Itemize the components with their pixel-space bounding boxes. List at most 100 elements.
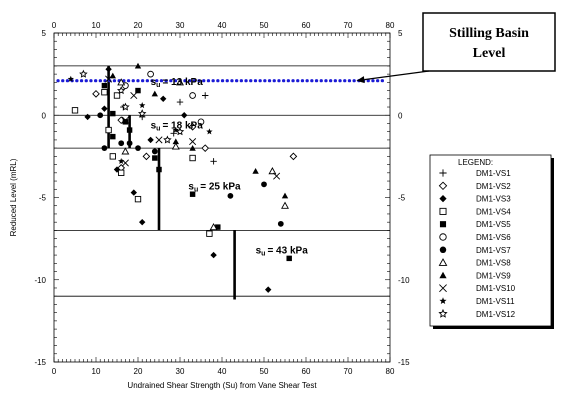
x-marker [121,116,129,124]
circle-filled-marker [261,181,267,188]
circle-open-marker [197,118,205,126]
x-tick-label-bottom: 30 [176,367,185,376]
circle-filled-marker [277,220,284,227]
diamond-filled-marker [105,65,112,73]
diamond-filled-marker [139,218,146,226]
square-open-marker [189,154,196,162]
x-marker [105,75,113,83]
circle-filled-marker [135,145,141,152]
strength-label: su = 25 kPa [188,181,241,193]
plot-frame [53,32,391,363]
legend-box [429,154,552,327]
legend-item-label: DM1-VS12 [476,310,516,319]
x-tick-label-bottom: 80 [386,367,395,376]
legend-items: DM1-VS1 DM1-VS2 DM1-VS3 DM1-VS4 DM1-VS5 DM1-V… [438,169,516,319]
legend-item: DM1-VS7 [439,246,511,255]
circle-filled-marker [97,112,104,119]
square-filled-marker [439,221,447,228]
legend-title: LEGEND: [458,158,493,167]
x-marker [130,91,138,100]
triangle-open-marker [117,78,126,86]
axis-ticks [53,32,391,363]
x-tick-label-bottom: 50 [260,367,269,376]
diamond-filled-marker [265,286,272,293]
y-tick-label-right: 5 [398,29,403,38]
square-open-marker [134,195,142,203]
square-open-marker [105,126,112,134]
star-marker [67,75,74,82]
x-tick-label-top: 10 [92,21,101,30]
tick-labels: 001010202030304040505060607070808050-5-1… [34,21,410,376]
diamond-filled-marker [181,112,188,119]
legend-item-label: DM1-VS9 [476,271,511,280]
circle-filled-marker [227,192,234,199]
star-open-marker [438,308,448,318]
legend-item-label: DM1-VS2 [476,182,511,191]
callout-arrowhead [356,76,365,84]
x-tick-label-top: 60 [302,21,311,30]
circle-filled-marker [151,148,158,155]
x-tick-label-bottom: 40 [218,367,227,376]
diamond-filled-marker [113,166,121,173]
y-axis-label: Reduced Level (mRL) [9,158,18,236]
square-open-marker [71,107,79,114]
star-marker [118,157,125,165]
star-marker [439,297,447,305]
x-tick-label-top: 0 [52,21,57,30]
x-tick-label-top: 30 [176,21,185,30]
triangle-open-marker [281,201,289,209]
diamond-filled-marker [101,105,108,112]
star-open-marker [175,127,185,136]
legend-item-label: DM1-VS11 [476,297,515,306]
star-open-marker [116,86,126,95]
legend-item: DM1-VS4 [439,207,511,216]
legend-item: DM1-VS1 [439,169,511,178]
x-tick-label-bottom: 20 [134,367,143,376]
callout-line-2: Level [473,46,506,61]
y-tick-label-left: 5 [42,29,47,38]
x-marker [439,284,447,293]
x-tick-label-bottom: 10 [92,367,101,376]
diamond-open-marker [142,152,151,161]
square-open-marker [439,207,447,215]
triangle-filled-marker [134,62,142,69]
y-tick-label-right: -15 [398,358,410,367]
legend-item: DM1-VS8 [438,258,511,268]
square-filled-marker [110,133,116,140]
square-filled-marker [126,127,133,133]
circle-open-marker [147,70,154,78]
star-open-marker [121,102,130,111]
x-tick-label-top: 70 [344,21,353,30]
x-marker [155,136,163,144]
triangle-open-marker [268,167,277,175]
x-tick-label-top: 80 [386,21,395,30]
callout-line-1: Stilling Basin [449,26,529,41]
x-tick-label-top: 50 [260,21,269,30]
legend-item: DM1-VS5 [439,220,511,229]
plus-marker [170,130,177,137]
triangle-filled-marker [281,192,289,199]
plus-marker [439,169,447,177]
triangle-filled-marker [151,90,158,97]
triangle-open-marker [121,147,130,155]
star-open-marker [79,69,88,78]
x-axis-label: Undrained Shear Strength (Su) from Vane … [127,381,317,390]
x-tick-label-bottom: 70 [344,367,353,376]
legend-item: DM1-VS6 [439,233,511,242]
square-filled-marker [286,255,292,262]
square-filled-marker [110,110,116,117]
callout-box: Stilling Basin Level [356,12,556,84]
y-tick-label-right: 0 [398,111,403,120]
circle-filled-marker [101,145,108,152]
diamond-filled-marker [84,113,91,121]
star-marker [206,128,213,135]
square-open-marker [206,230,213,237]
diamond-open-marker [188,122,197,131]
callout-arrow [364,70,430,81]
circle-filled-marker [118,140,125,147]
square-open-marker [101,89,108,96]
strength-annotations: su = 13 kPa su = 18 kPa su = 25 kPa su = 43 kPa [151,77,309,258]
legend-item-label: DM1-VS3 [476,195,511,204]
triangle-filled-marker [252,167,259,174]
legend-item-label: DM1-VS8 [476,259,511,268]
